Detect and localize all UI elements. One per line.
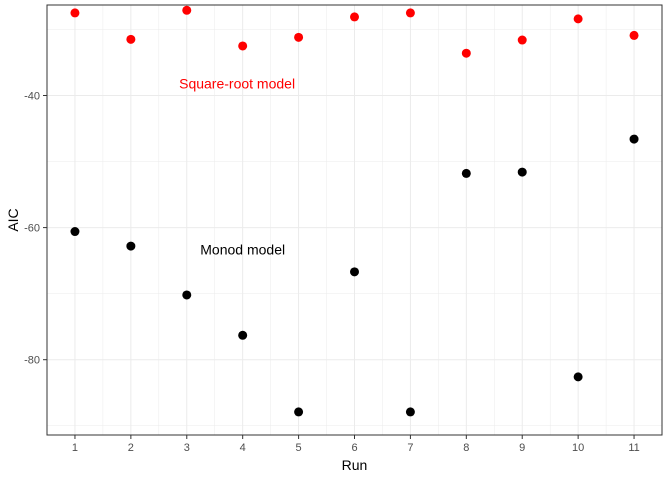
- x-tick-label: 1: [72, 442, 78, 454]
- data-point: [126, 241, 136, 251]
- data-point: [629, 30, 639, 40]
- data-point: [461, 168, 471, 178]
- data-point: [517, 35, 527, 45]
- x-tick-label: 3: [184, 442, 190, 454]
- data-point: [405, 407, 415, 417]
- x-tick-label: 8: [463, 442, 469, 454]
- data-point: [70, 227, 80, 237]
- x-tick-label: 4: [240, 442, 246, 454]
- data-point: [182, 5, 192, 15]
- y-axis-title: AIC: [5, 208, 21, 231]
- annotation-label: Square-root model: [179, 76, 295, 92]
- data-point: [461, 48, 471, 58]
- data-point: [182, 290, 192, 300]
- data-point: [573, 14, 583, 24]
- data-point: [238, 330, 248, 340]
- data-point: [573, 372, 583, 382]
- y-tick-label: -80: [24, 355, 40, 367]
- x-tick-label: 11: [628, 442, 639, 454]
- grid-lines: [47, 5, 662, 435]
- x-axis-title: Run: [342, 457, 368, 473]
- annotation-label: Monod model: [200, 241, 285, 257]
- data-point: [238, 41, 248, 51]
- x-tick-label: 6: [351, 442, 357, 454]
- x-tick-label: 10: [572, 442, 584, 454]
- data-point: [350, 267, 359, 277]
- data-point: [405, 8, 415, 18]
- data-point: [517, 167, 527, 177]
- data-point: [126, 34, 136, 44]
- x-tick-label: 7: [407, 442, 413, 454]
- x-tick-label: 5: [296, 442, 302, 454]
- data-point: [294, 32, 304, 42]
- annotations: Square-root model Monod model: [179, 76, 295, 258]
- data-point: [294, 407, 304, 417]
- axes: 1 2 3 4 5 6 7 8 9 10 11 -80 -60 -40: [24, 90, 640, 454]
- x-tick-label: 9: [519, 442, 525, 454]
- y-tick-label: -60: [24, 223, 40, 235]
- y-tick-label: -40: [24, 90, 40, 102]
- data-point: [629, 134, 639, 144]
- data-point: [350, 12, 359, 22]
- x-tick-label: 2: [128, 442, 134, 454]
- data-point: [70, 8, 80, 18]
- data-points: [70, 5, 639, 417]
